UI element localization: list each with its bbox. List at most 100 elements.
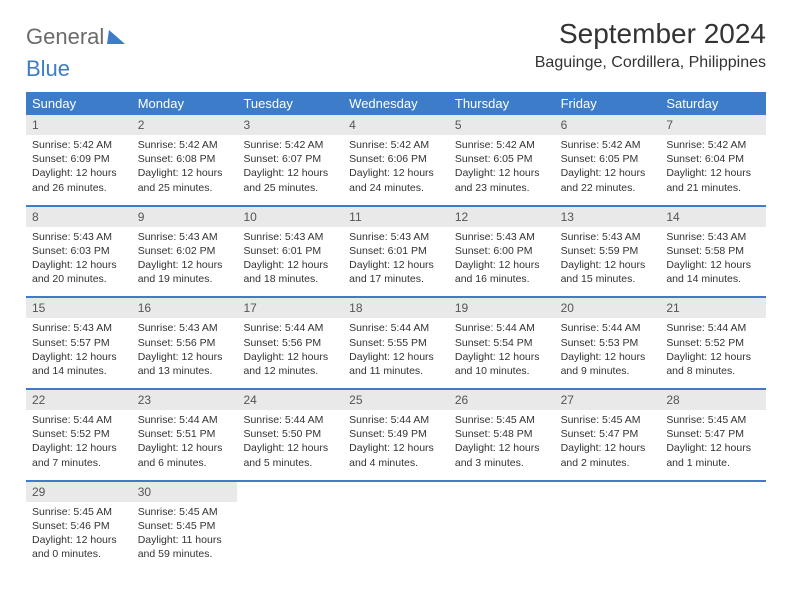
day-sunset-text: Sunset: 5:56 PM — [243, 336, 336, 350]
day-sunset-text: Sunset: 5:54 PM — [455, 336, 548, 350]
day-number-cell: 11 — [343, 207, 449, 227]
day-d1-text: Daylight: 12 hours — [455, 258, 548, 272]
day-number-cell: 4 — [343, 115, 449, 135]
day-d1-text: Daylight: 12 hours — [243, 166, 336, 180]
day-d1-text: Daylight: 12 hours — [32, 533, 125, 547]
day-sunrise-text: Sunrise: 5:43 AM — [349, 230, 442, 244]
day-content-cell: Sunrise: 5:44 AMSunset: 5:49 PMDaylight:… — [343, 410, 449, 480]
day-sunset-text: Sunset: 5:46 PM — [32, 519, 125, 533]
day-d1-text: Daylight: 12 hours — [243, 441, 336, 455]
day-sunset-text: Sunset: 6:01 PM — [243, 244, 336, 258]
day-number-cell: 8 — [26, 207, 132, 227]
day-d2-text: and 25 minutes. — [243, 181, 336, 195]
day-sunrise-text: Sunrise: 5:45 AM — [561, 413, 654, 427]
day-content-row: Sunrise: 5:43 AMSunset: 6:03 PMDaylight:… — [26, 227, 766, 297]
day-content-cell: Sunrise: 5:43 AMSunset: 5:58 PMDaylight:… — [660, 227, 766, 297]
day-sunrise-text: Sunrise: 5:42 AM — [349, 138, 442, 152]
day-sunset-text: Sunset: 5:58 PM — [666, 244, 759, 258]
day-d1-text: Daylight: 11 hours — [138, 533, 231, 547]
day-sunset-text: Sunset: 6:08 PM — [138, 152, 231, 166]
day-content-cell: Sunrise: 5:44 AMSunset: 5:51 PMDaylight:… — [132, 410, 238, 480]
day-d1-text: Daylight: 12 hours — [561, 166, 654, 180]
day-d1-text: Daylight: 12 hours — [561, 258, 654, 272]
day-content-cell: Sunrise: 5:42 AMSunset: 6:09 PMDaylight:… — [26, 135, 132, 205]
day-number-cell: 20 — [555, 298, 661, 318]
day-sunset-text: Sunset: 5:52 PM — [32, 427, 125, 441]
day-sunrise-text: Sunrise: 5:42 AM — [561, 138, 654, 152]
day-number-cell — [343, 482, 449, 502]
day-sunrise-text: Sunrise: 5:45 AM — [32, 505, 125, 519]
day-d1-text: Daylight: 12 hours — [349, 441, 442, 455]
day-d2-text: and 26 minutes. — [32, 181, 125, 195]
day-sunset-text: Sunset: 5:52 PM — [666, 336, 759, 350]
calendar-week: 2930Sunrise: 5:45 AMSunset: 5:46 PMDayli… — [26, 480, 766, 572]
day-sunset-text: Sunset: 5:47 PM — [666, 427, 759, 441]
weekday-header: Sunday — [26, 92, 132, 115]
day-content-row: Sunrise: 5:43 AMSunset: 5:57 PMDaylight:… — [26, 318, 766, 388]
day-d2-text: and 25 minutes. — [138, 181, 231, 195]
day-d2-text: and 14 minutes. — [666, 272, 759, 286]
day-d2-text: and 19 minutes. — [138, 272, 231, 286]
day-sunrise-text: Sunrise: 5:42 AM — [32, 138, 125, 152]
day-number-cell — [449, 482, 555, 502]
weekday-header: Monday — [132, 92, 238, 115]
day-sunset-text: Sunset: 6:00 PM — [455, 244, 548, 258]
day-sunrise-text: Sunrise: 5:44 AM — [243, 321, 336, 335]
calendar-grid: SundayMondayTuesdayWednesdayThursdayFrid… — [26, 92, 766, 571]
day-content-cell: Sunrise: 5:44 AMSunset: 5:56 PMDaylight:… — [237, 318, 343, 388]
day-number-cell: 12 — [449, 207, 555, 227]
day-content-row: Sunrise: 5:42 AMSunset: 6:09 PMDaylight:… — [26, 135, 766, 205]
day-sunrise-text: Sunrise: 5:43 AM — [666, 230, 759, 244]
day-d2-text: and 1 minute. — [666, 456, 759, 470]
weekday-header-row: SundayMondayTuesdayWednesdayThursdayFrid… — [26, 92, 766, 115]
day-sunrise-text: Sunrise: 5:42 AM — [138, 138, 231, 152]
day-d1-text: Daylight: 12 hours — [455, 441, 548, 455]
day-number-cell: 6 — [555, 115, 661, 135]
day-d1-text: Daylight: 12 hours — [138, 350, 231, 364]
day-d2-text: and 7 minutes. — [32, 456, 125, 470]
day-number-row: 15161718192021 — [26, 298, 766, 318]
day-number-row: 22232425262728 — [26, 390, 766, 410]
day-sunset-text: Sunset: 6:05 PM — [455, 152, 548, 166]
day-d2-text: and 2 minutes. — [561, 456, 654, 470]
weekday-header: Thursday — [449, 92, 555, 115]
day-d2-text: and 14 minutes. — [32, 364, 125, 378]
day-content-cell: Sunrise: 5:42 AMSunset: 6:04 PMDaylight:… — [660, 135, 766, 205]
day-number-cell: 28 — [660, 390, 766, 410]
day-sunset-text: Sunset: 6:07 PM — [243, 152, 336, 166]
day-sunset-text: Sunset: 5:53 PM — [561, 336, 654, 350]
day-sunrise-text: Sunrise: 5:43 AM — [32, 230, 125, 244]
day-content-cell: Sunrise: 5:42 AMSunset: 6:08 PMDaylight:… — [132, 135, 238, 205]
title-block: September 2024 Baguinge, Cordillera, Phi… — [535, 18, 766, 72]
day-number-cell: 26 — [449, 390, 555, 410]
day-d1-text: Daylight: 12 hours — [32, 258, 125, 272]
day-d1-text: Daylight: 12 hours — [455, 350, 548, 364]
day-number-row: 2930 — [26, 482, 766, 502]
day-number-cell: 30 — [132, 482, 238, 502]
day-d2-text: and 16 minutes. — [455, 272, 548, 286]
day-d1-text: Daylight: 12 hours — [32, 441, 125, 455]
day-content-cell: Sunrise: 5:45 AMSunset: 5:47 PMDaylight:… — [555, 410, 661, 480]
day-content-cell: Sunrise: 5:43 AMSunset: 5:59 PMDaylight:… — [555, 227, 661, 297]
day-d1-text: Daylight: 12 hours — [138, 258, 231, 272]
day-d2-text: and 15 minutes. — [561, 272, 654, 286]
day-number-cell — [660, 482, 766, 502]
day-sunset-text: Sunset: 5:50 PM — [243, 427, 336, 441]
day-d2-text: and 10 minutes. — [455, 364, 548, 378]
day-d2-text: and 0 minutes. — [32, 547, 125, 561]
day-d2-text: and 24 minutes. — [349, 181, 442, 195]
day-number-cell: 27 — [555, 390, 661, 410]
calendar-page: General September 2024 Baguinge, Cordill… — [0, 0, 792, 589]
day-d2-text: and 11 minutes. — [349, 364, 442, 378]
day-content-cell: Sunrise: 5:45 AMSunset: 5:46 PMDaylight:… — [26, 502, 132, 572]
day-sunrise-text: Sunrise: 5:42 AM — [243, 138, 336, 152]
brand-text-2: Blue — [26, 56, 70, 82]
day-sunrise-text: Sunrise: 5:44 AM — [349, 321, 442, 335]
day-sunrise-text: Sunrise: 5:45 AM — [138, 505, 231, 519]
day-d1-text: Daylight: 12 hours — [32, 350, 125, 364]
day-number-cell: 7 — [660, 115, 766, 135]
day-sunset-text: Sunset: 6:04 PM — [666, 152, 759, 166]
day-content-cell — [555, 502, 661, 572]
day-d1-text: Daylight: 12 hours — [349, 350, 442, 364]
day-content-cell — [343, 502, 449, 572]
